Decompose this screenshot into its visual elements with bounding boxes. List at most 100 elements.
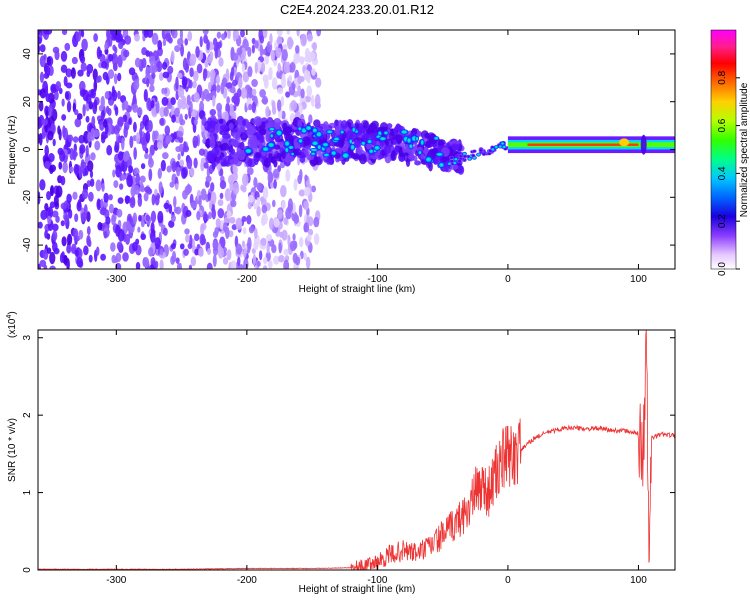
- heatmap-cell: [154, 188, 158, 196]
- heatmap-cell: [236, 88, 242, 98]
- heatmap-cell: [325, 129, 334, 135]
- heatmap-cell: [383, 145, 391, 155]
- heatmap-cell: [69, 166, 74, 173]
- heatmap-cell: [287, 145, 295, 150]
- heatmap-cell: [280, 95, 285, 107]
- heatmap-cell: [38, 100, 44, 112]
- heatmap-cell: [313, 216, 320, 228]
- heatmap-cell: [160, 159, 166, 172]
- heatmap-cell: [211, 147, 220, 156]
- heatmap-cell: [186, 157, 193, 170]
- heatmap-cell: [258, 128, 267, 136]
- heatmap-cell: [123, 151, 129, 163]
- snr-multiplier-base: (x10: [7, 318, 18, 338]
- heatmap-cell: [173, 195, 177, 208]
- heatmap-cell: [175, 183, 179, 190]
- heatmap-cell: [349, 143, 356, 151]
- heatmap-cell: [39, 55, 46, 68]
- heatmap-cell: [248, 103, 253, 111]
- heatmap-cell: [283, 139, 291, 148]
- heatmap-cell: [247, 127, 257, 135]
- heatmap-cell: [46, 190, 52, 201]
- heatmap-cell: [108, 54, 114, 62]
- heatmap-cell: [253, 202, 258, 210]
- heatmap-cell: [171, 160, 177, 173]
- heatmap-cell: [80, 30, 85, 38]
- heatmap-cell: [281, 200, 286, 210]
- heatmap-cell: [106, 145, 113, 156]
- heatmap-cell: [277, 209, 283, 220]
- snr-frame: [37, 329, 676, 571]
- heatmap-cell: [393, 127, 398, 136]
- heatmap-cell: [332, 136, 341, 142]
- snr-x-ticks: -300 -200 -100 0 100: [106, 330, 647, 586]
- heatmap-cell: [248, 89, 253, 99]
- heatmap-cell: [186, 184, 192, 194]
- colorbar-tick-label: 0.8: [717, 70, 728, 84]
- heatmap-cell: [254, 40, 259, 49]
- heatmap-cell: [124, 195, 131, 204]
- heatmap-cell: [117, 151, 124, 161]
- heatmap-cell: [265, 234, 273, 242]
- heatmap-cell: [207, 192, 212, 201]
- heatmap-cell: [281, 229, 288, 241]
- heatmap-cell: [299, 156, 306, 163]
- heatmap-cell: [261, 145, 270, 153]
- heatmap-cell: [98, 49, 103, 57]
- heatmap-cell: [113, 180, 119, 188]
- heatmap-cell: [254, 62, 258, 74]
- heatmap-cell: [205, 175, 212, 183]
- heatmap-cell: [269, 33, 273, 46]
- heatmap-cell: [214, 123, 221, 133]
- heatmap-cell: [57, 125, 61, 135]
- heatmap-cell: [308, 114, 313, 124]
- heatmap-cell: [107, 69, 115, 79]
- heatmap-cell: [340, 120, 349, 130]
- heatmap-cell: [298, 56, 305, 63]
- heatmap-cell: [117, 116, 124, 127]
- heatmap-cell: [173, 206, 179, 214]
- heatmap-cell: [114, 140, 120, 153]
- colorbar-ticks: 0.0 0.2 0.4 0.6 0.8: [717, 70, 740, 276]
- heatmap-cell: [285, 91, 291, 98]
- heatmap-cell: [179, 30, 184, 41]
- heatmap-cell: [189, 167, 195, 177]
- heatmap-cell: [128, 67, 136, 76]
- spectrogram-y-ticks: -40 -20 0 20 40: [22, 48, 675, 252]
- heatmap-cell: [151, 65, 158, 73]
- heatmap-cell: [176, 130, 183, 138]
- heatmap-cell: [210, 191, 217, 205]
- heatmap-cell: [121, 159, 128, 173]
- heatmap-cell: [129, 135, 134, 149]
- heatmap-cell: [122, 252, 129, 262]
- heatmap-cell: [55, 185, 63, 198]
- heatmap-cell: [313, 233, 320, 245]
- heatmap-cell: [96, 198, 102, 211]
- heatmap-cell: [175, 146, 182, 153]
- heatmap-cell: [260, 62, 266, 74]
- heatmap-cell: [236, 47, 243, 56]
- spectrogram-x-tick-label: 0: [505, 274, 511, 285]
- heatmap-cell: [293, 178, 298, 191]
- heatmap-cell: [238, 263, 245, 269]
- heatmap-cell: [234, 95, 240, 106]
- heatmap-cell: [303, 252, 307, 261]
- heatmap-cell: [266, 141, 276, 149]
- heatmap-cell: [178, 262, 183, 269]
- heatmap-cell: [420, 153, 425, 160]
- heatmap-cell: [134, 57, 141, 68]
- heatmap-cell: [206, 262, 213, 269]
- heatmap-cell: [112, 44, 117, 51]
- heatmap-cell: [189, 100, 193, 114]
- heatmap-cell: [162, 71, 170, 79]
- heatmap-cell: [44, 161, 51, 170]
- heatmap-cell: [61, 98, 65, 107]
- heatmap-cell: [297, 137, 304, 144]
- heatmap-cell: [81, 38, 88, 52]
- heatmap-cell: [125, 220, 131, 231]
- heatmap-cell: [308, 216, 314, 227]
- heatmap-cell: [216, 102, 223, 112]
- heatmap-cell: [60, 202, 68, 210]
- heatmap-cell: [44, 145, 49, 157]
